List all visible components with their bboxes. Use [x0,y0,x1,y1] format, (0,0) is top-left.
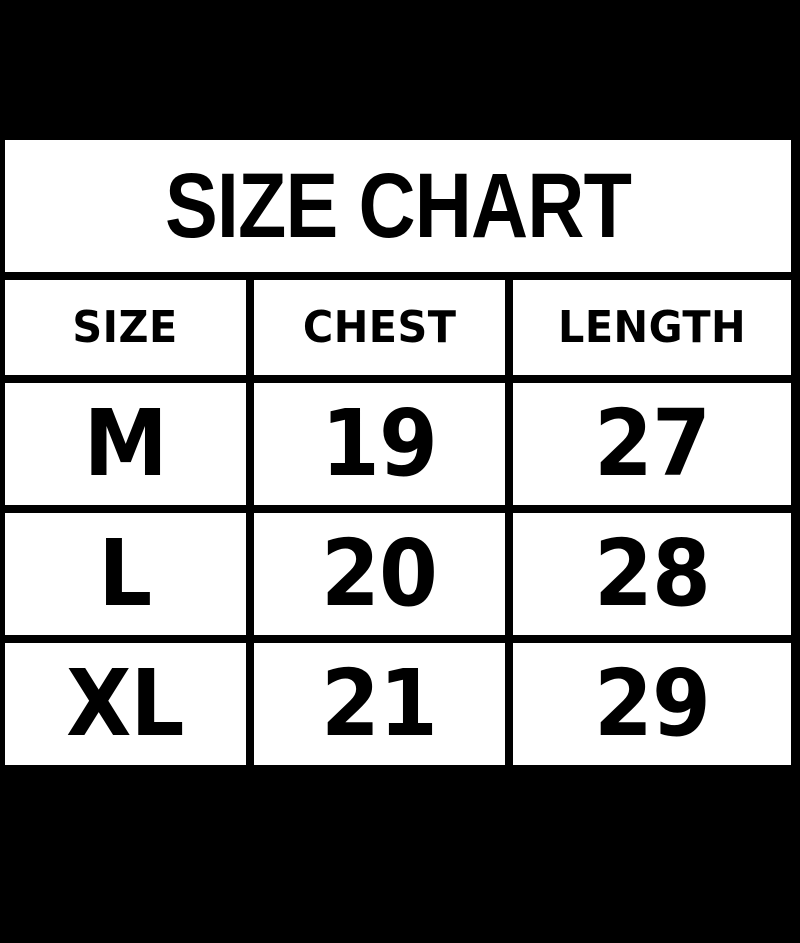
table-row: M 19 27 [5,383,791,505]
size-chart-table: SIZE CHART SIZE CHEST LENGTH M 19 27 [5,140,791,765]
value-chest: 20 [321,520,438,627]
cell-size: L [5,513,246,635]
header-cell-chest: CHEST [253,280,505,375]
value-length: 27 [593,390,711,497]
header-cell-size: SIZE [5,280,246,375]
chart-title-block: SIZE CHART [5,140,791,272]
cell-length: 28 [512,513,791,635]
cell-chest: 20 [253,513,505,635]
value-length: 28 [593,520,711,627]
value-size: L [98,520,153,627]
value-chest: 21 [321,650,438,757]
cell-chest: 21 [253,643,505,765]
value-size: M [83,390,168,497]
cell-size: XL [5,643,246,765]
header-label-size: SIZE [72,301,178,353]
header-label-chest: CHEST [302,301,456,353]
value-length: 29 [593,650,711,757]
cell-length: 27 [512,383,791,505]
chart-title: SIZE CHART [164,155,632,257]
header-label-length: LENGTH [557,301,746,353]
cell-size: M [5,383,246,505]
value-size: XL [66,650,185,757]
value-chest: 19 [321,390,438,497]
header-cell-length: LENGTH [512,280,791,375]
cell-length: 29 [512,643,791,765]
cell-chest: 19 [253,383,505,505]
table-header-row: SIZE CHEST LENGTH [5,280,791,375]
table-row: L 20 28 [5,513,791,635]
table-row: XL 21 29 [5,643,791,765]
